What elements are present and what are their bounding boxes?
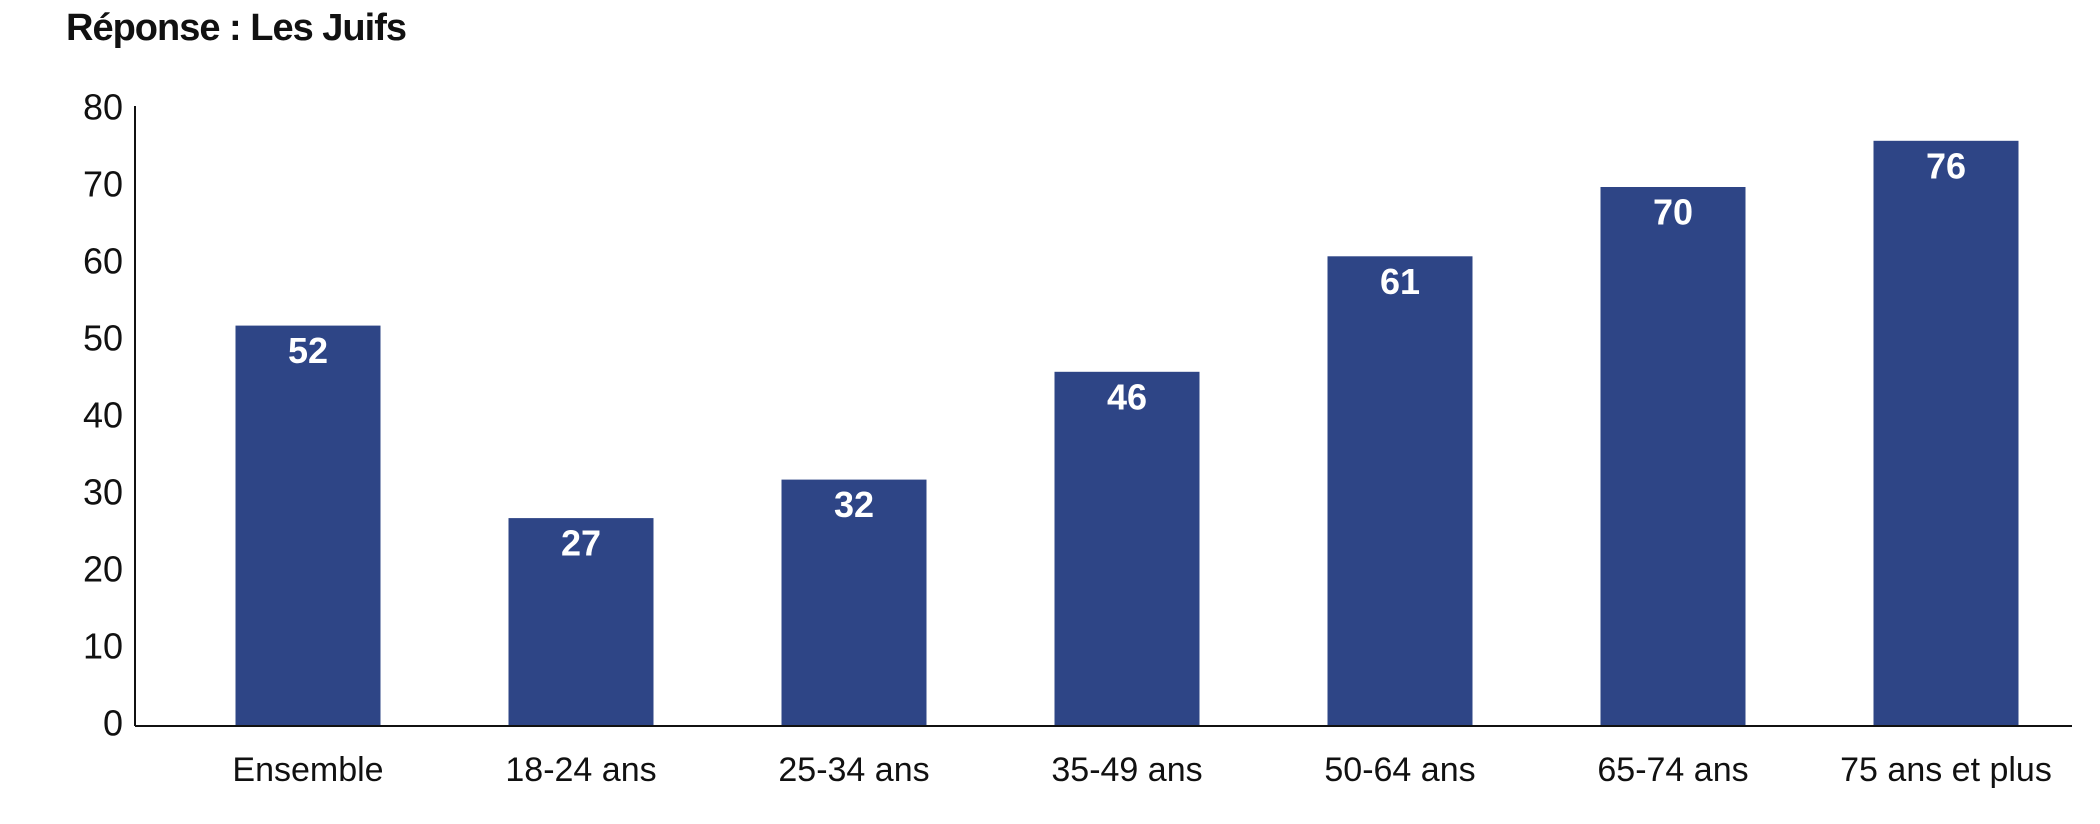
y-tick-label: 80 xyxy=(83,87,123,128)
y-tick-label: 30 xyxy=(83,472,123,513)
data-label: 61 xyxy=(1380,261,1420,302)
x-tick-label: 25-34 ans xyxy=(778,751,929,789)
data-label: 70 xyxy=(1653,192,1693,233)
bar xyxy=(508,518,654,726)
data-label: 32 xyxy=(834,484,874,525)
x-tick-label: 35-49 ans xyxy=(1051,751,1202,789)
y-tick-label: 40 xyxy=(83,395,123,436)
bar xyxy=(235,325,381,726)
y-tick-label: 0 xyxy=(103,703,123,744)
data-label: 52 xyxy=(288,330,328,371)
bar xyxy=(1054,371,1200,726)
x-tick-label: 75 ans et plus xyxy=(1840,751,2052,789)
data-label: 76 xyxy=(1926,145,1966,186)
data-label: 27 xyxy=(561,523,601,564)
y-tick-label: 10 xyxy=(83,626,123,667)
bar xyxy=(781,479,927,726)
x-tick-label: Ensemble xyxy=(232,751,383,789)
y-tick-label: 20 xyxy=(83,549,123,590)
data-label: 46 xyxy=(1107,376,1147,417)
y-tick-label: 50 xyxy=(83,318,123,359)
bar xyxy=(1600,187,1746,726)
y-tick-label: 60 xyxy=(83,241,123,282)
y-tick-label: 70 xyxy=(83,164,123,205)
x-tick-label: 65-74 ans xyxy=(1597,751,1748,789)
chart-title: Réponse : Les Juifs xyxy=(66,7,406,49)
x-tick-label: 50-64 ans xyxy=(1324,751,1475,789)
bar xyxy=(1327,256,1473,726)
x-tick-label: 18-24 ans xyxy=(505,751,656,789)
bar xyxy=(1873,140,2019,727)
